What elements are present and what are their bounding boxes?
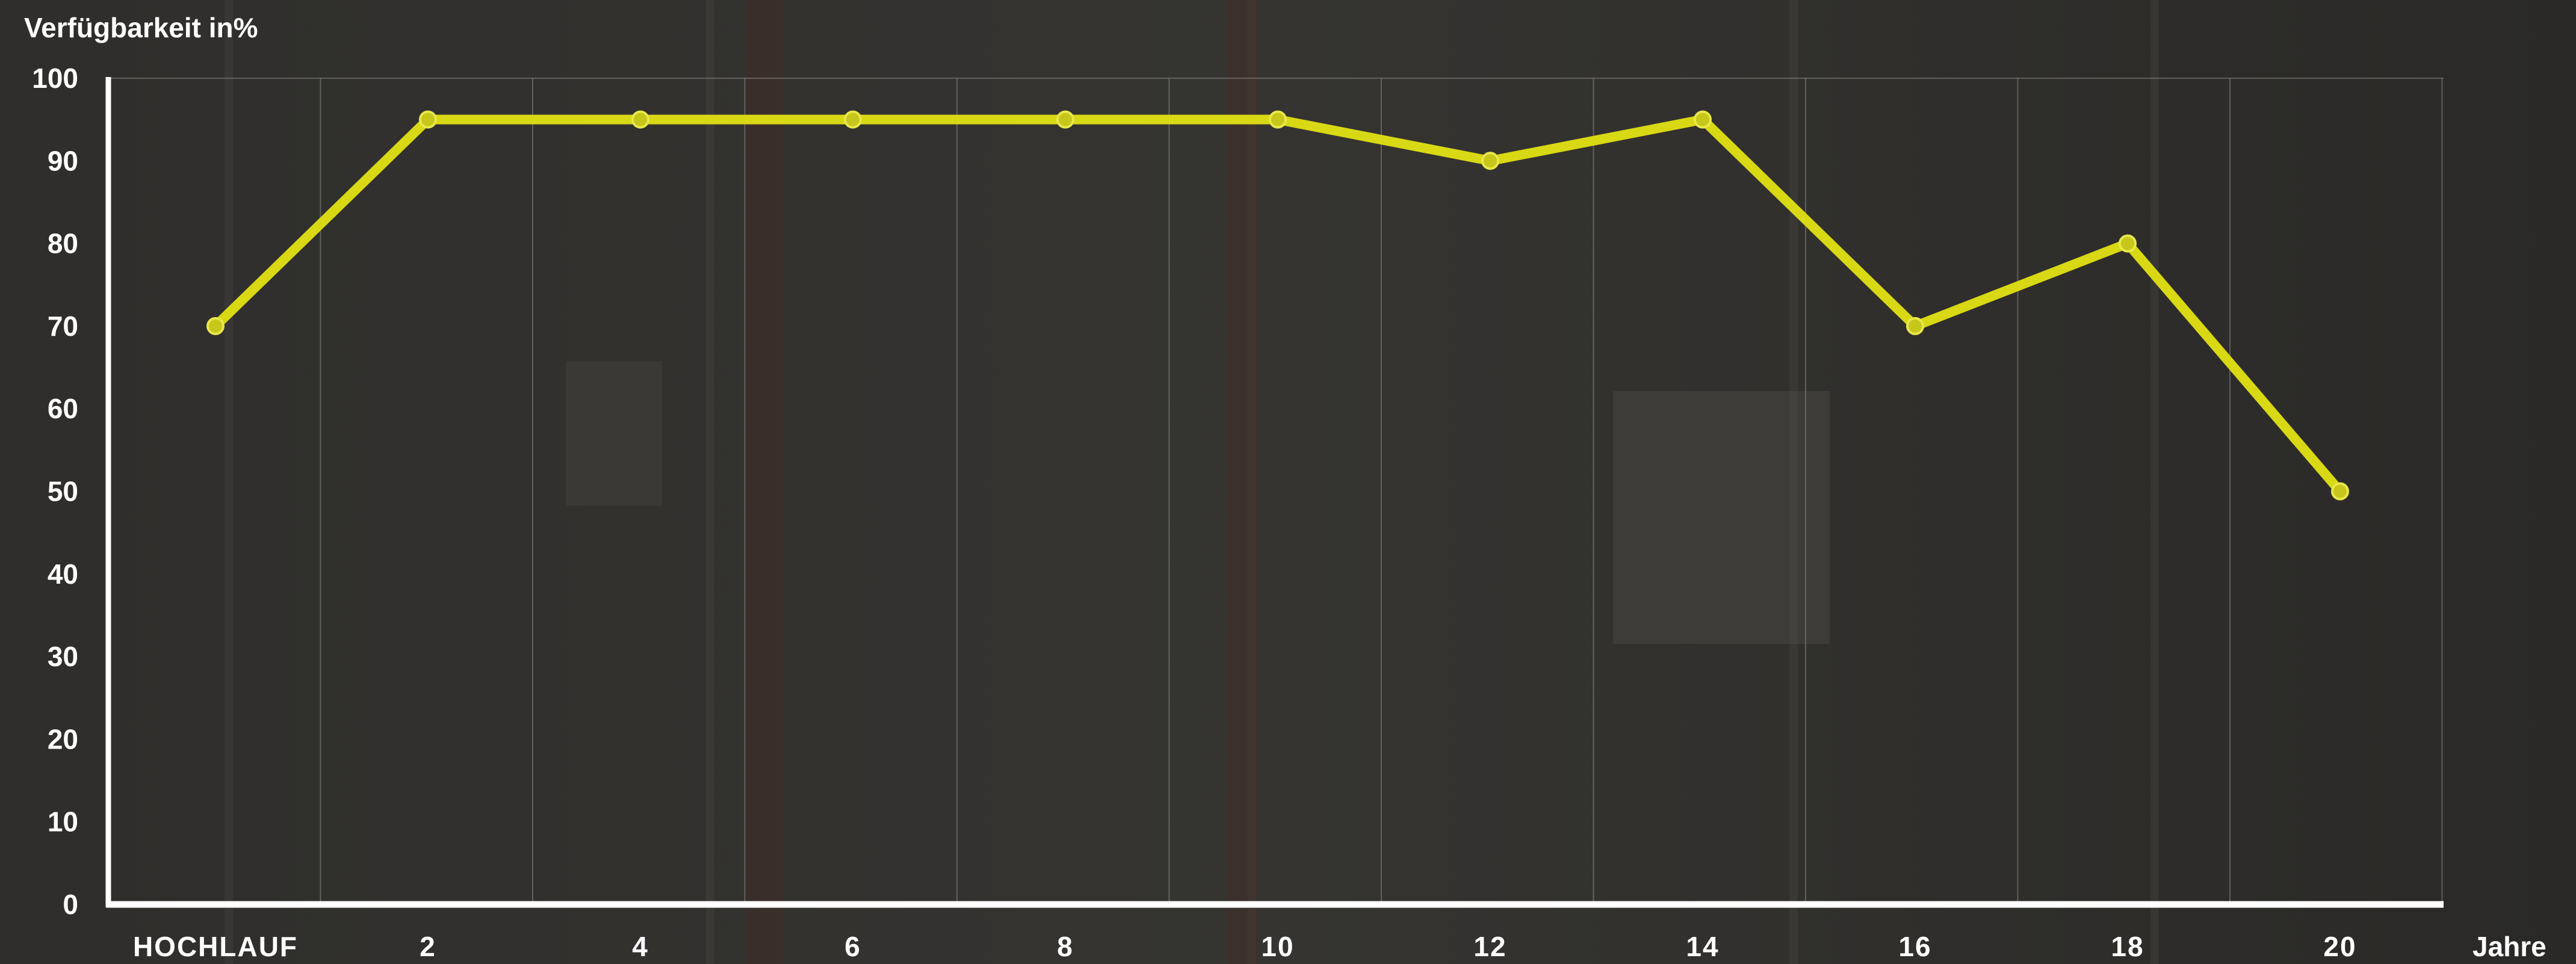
data-point — [1694, 110, 1712, 129]
data-point — [844, 110, 862, 129]
y-tick-label: 100 — [32, 63, 78, 94]
x-tick-label: 2 — [420, 931, 436, 962]
y-tick-label: 20 — [48, 723, 78, 755]
x-tick-label: 4 — [632, 931, 649, 962]
vertical-grid-lines — [108, 78, 2444, 904]
y-tick-label: 40 — [48, 558, 78, 590]
y-tick-label: 0 — [63, 889, 78, 920]
y-tick-label: 80 — [48, 228, 78, 259]
x-tick-labels: HOCHLAUF 2 4 6 8 10 12 14 16 18 20 — [133, 931, 2356, 962]
x-tick-label: HOCHLAUF — [133, 931, 298, 962]
y-tick-label: 90 — [48, 145, 78, 176]
series-line-group — [206, 110, 2349, 501]
y-axis-title: Verfügbarkeit in% — [24, 12, 258, 43]
data-point — [419, 110, 437, 129]
y-tick-label: 60 — [48, 393, 78, 424]
data-point — [1056, 110, 1074, 129]
y-tick-label: 70 — [48, 311, 78, 342]
chart-axes — [105, 77, 2444, 908]
data-point — [1906, 317, 1924, 335]
x-tick-label: 12 — [1473, 931, 1506, 962]
x-tick-label: 10 — [1261, 931, 1294, 962]
x-tick-label: 18 — [2111, 931, 2144, 962]
series-line — [211, 114, 2345, 496]
y-tick-label: 30 — [48, 641, 78, 672]
data-point — [2119, 234, 2137, 253]
data-point — [631, 110, 649, 129]
data-point — [2331, 482, 2349, 501]
x-tick-label: 6 — [844, 931, 861, 962]
y-tick-label: 50 — [48, 476, 78, 507]
x-tick-label: 20 — [2323, 931, 2356, 962]
data-point — [1269, 110, 1287, 129]
data-point — [1481, 152, 1499, 170]
x-tick-label: 14 — [1686, 931, 1719, 962]
y-tick-labels: 0 10 20 30 40 50 60 70 80 90 100 — [32, 63, 78, 920]
x-axis-title: Jahre — [2472, 931, 2547, 962]
data-point — [206, 317, 224, 335]
y-tick-label: 10 — [48, 806, 78, 838]
x-tick-label: 8 — [1057, 931, 1074, 962]
x-tick-label: 16 — [1898, 931, 1931, 962]
